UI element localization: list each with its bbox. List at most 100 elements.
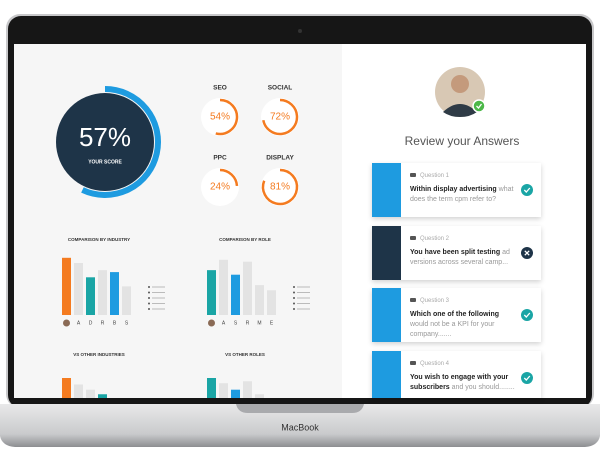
avatar-icon [208, 319, 215, 327]
category-label: R [101, 320, 105, 326]
bar [219, 383, 228, 398]
question-number: Question 1 [420, 173, 450, 179]
avatar-body [443, 104, 477, 117]
bar [86, 277, 95, 315]
bar [110, 272, 119, 315]
legend-dot [148, 291, 150, 294]
bar [86, 389, 95, 398]
question-bold: You wish to engage with your subscribers [410, 374, 509, 391]
bar [74, 384, 83, 398]
bar [243, 261, 252, 315]
legend-dot [293, 297, 295, 299]
category-label: S [125, 320, 129, 326]
legend-dot [148, 286, 150, 288]
metric-ring [219, 168, 239, 187]
legend-dot [293, 286, 295, 288]
bar [62, 257, 71, 315]
question-bold: You have been split testing [410, 249, 501, 256]
status-icon [521, 184, 533, 196]
question-card[interactable]: Question 3 Which one of the following wou… [372, 288, 541, 342]
category-label: D [89, 320, 93, 326]
card-strip [372, 351, 401, 398]
camera [298, 29, 302, 33]
category-label: M [257, 320, 261, 326]
question-bold: Within display advertising [410, 186, 497, 193]
card-strip [372, 226, 401, 280]
metric-label: PPC [213, 155, 227, 162]
chart-title: VS OTHER ROLES [225, 352, 265, 357]
question-card[interactable]: Question 1 Within display advertising wha… [372, 163, 541, 217]
metric-label: SEO [213, 85, 227, 92]
bar [243, 381, 252, 398]
check [523, 375, 531, 381]
question-text: You have been split testing ad versions … [410, 248, 518, 268]
bar [98, 270, 107, 315]
legend-dot [293, 308, 295, 310]
question-number: Question 2 [420, 236, 450, 242]
status-circle [521, 309, 533, 321]
bar [62, 378, 71, 398]
category-label: R [246, 320, 250, 326]
avatar-badge [472, 99, 486, 113]
question-text: Which one of the following would not be … [410, 310, 518, 340]
legend-dot [293, 302, 295, 305]
category-label: E [270, 320, 274, 326]
question-number: Question 3 [420, 298, 450, 304]
metric-bg [261, 168, 299, 206]
status-icon [521, 309, 533, 321]
avatar-icon [63, 319, 70, 327]
metric-ring [261, 168, 299, 206]
bar [207, 270, 216, 315]
bar [98, 394, 107, 398]
bar [255, 285, 264, 315]
metric-label: DISPLAY [266, 155, 294, 162]
question-number: Question 4 [420, 361, 450, 367]
score-value: 57% [79, 122, 131, 152]
metric-bg [261, 98, 299, 136]
question-rest: ad versions across several camp... [410, 249, 510, 266]
category-label: A [77, 320, 81, 326]
avatar-face [451, 75, 469, 93]
review-panel: Review your Answers [405, 67, 519, 148]
left-panel [14, 44, 342, 398]
bar [267, 290, 276, 315]
cross [524, 250, 530, 256]
metric-value: 81% [270, 182, 290, 193]
card-strip [372, 288, 401, 342]
question-rest: would not be a KPI for your company.....… [410, 321, 495, 338]
score-disc [56, 93, 154, 191]
card-strip [372, 163, 401, 217]
check [523, 187, 531, 193]
question-text: Within display advertising what does the… [410, 185, 518, 205]
base-notch [236, 404, 364, 413]
metric-bg [201, 168, 239, 206]
bar [122, 286, 131, 315]
question-card[interactable]: Question 2 You have been split testing ad… [372, 226, 541, 280]
question-text: You wish to engage with your subscribers… [410, 373, 518, 393]
score-label: YOUR SCORE [88, 159, 122, 165]
metric-bg [201, 98, 239, 136]
chart-title: VS OTHER INDUSTRIES [73, 352, 125, 357]
status-circle [521, 184, 533, 196]
question-bold: Which one of the following [410, 311, 500, 318]
question-rest: and you should........ [451, 384, 515, 391]
legend-dot [148, 297, 150, 299]
legend-dot [148, 302, 150, 305]
status-icon [521, 247, 533, 259]
status-circle [521, 372, 533, 384]
metric-value: 54% [210, 112, 230, 123]
bar [74, 263, 83, 315]
metric-value: 24% [210, 182, 230, 193]
badge-check [476, 103, 483, 109]
bar [219, 259, 228, 315]
category-label: S [234, 320, 238, 326]
category-label: B [113, 320, 117, 326]
bar [255, 394, 264, 398]
chart-title: COMPARISON BY INDUSTRY [68, 237, 130, 242]
legend-dot [148, 308, 150, 310]
dashboard: 57% YOUR SCORE SEO 54% SOCIAL 72% PPC 24% DISPLA… [56, 85, 310, 398]
score-ring [81, 86, 161, 198]
bar [207, 378, 216, 398]
question-card[interactable]: Question 4 You wish to engage with your s… [372, 351, 541, 398]
